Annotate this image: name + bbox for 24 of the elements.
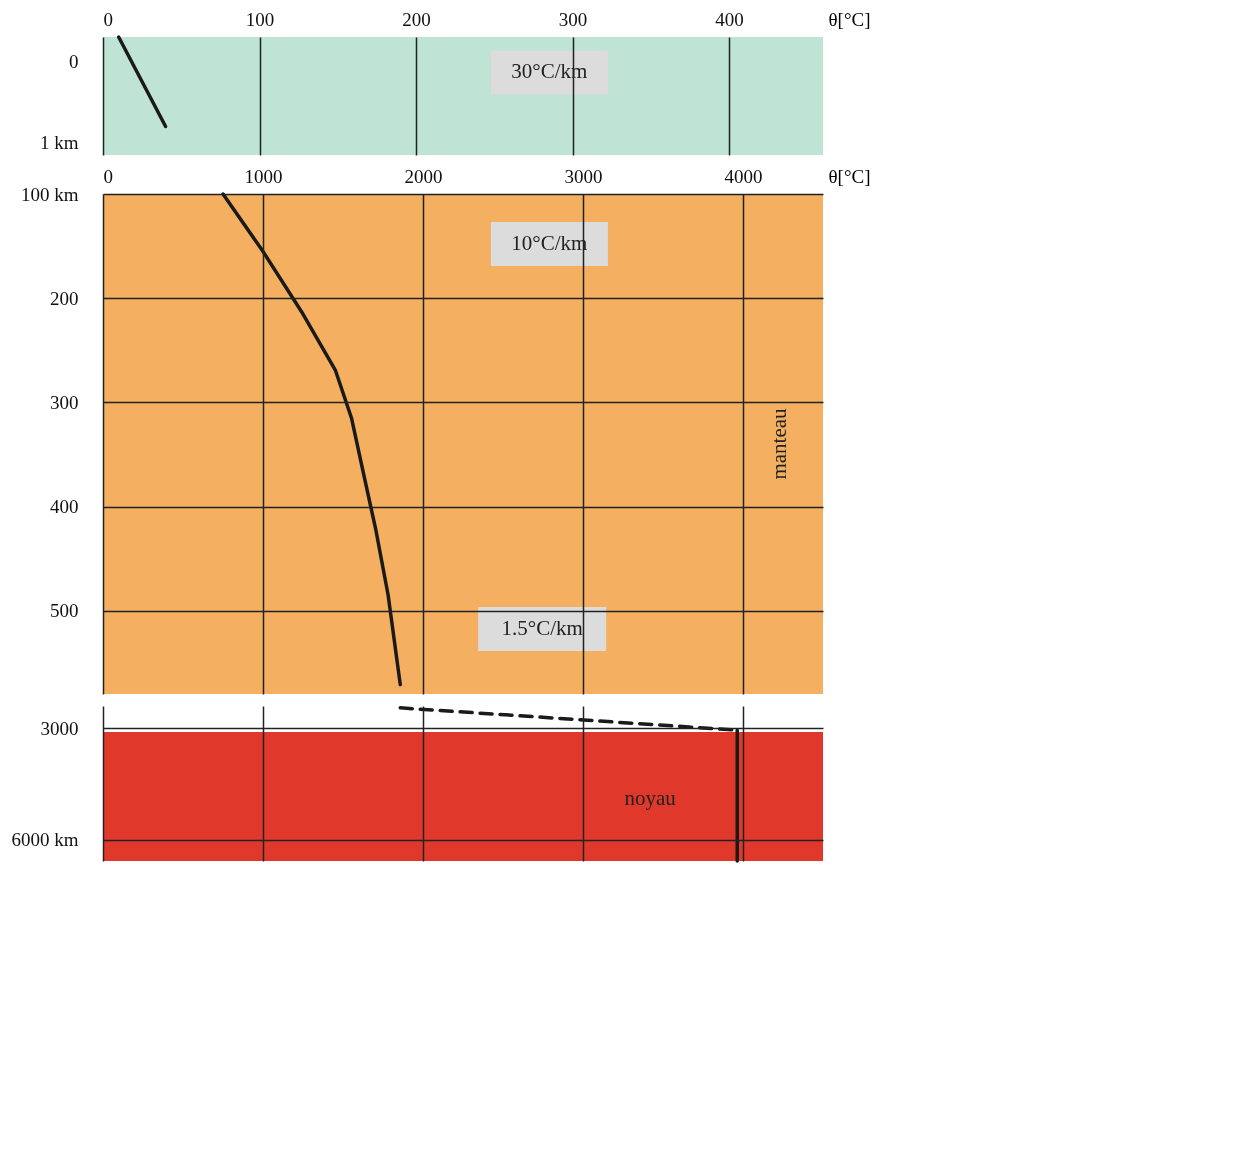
y-tick-label: 300 (50, 391, 79, 413)
y-tick-label: 500 (50, 600, 79, 622)
y-tick-label: 1 km (39, 132, 79, 154)
y-tick-label: 100 km (20, 183, 79, 205)
x-tick-label: 0 (103, 8, 113, 30)
x-tick-label: 100 (245, 8, 275, 30)
y-tick-label: 3000 (40, 717, 79, 739)
x-axis-title: θ[°C] (828, 165, 871, 187)
x-tick-label: 400 (715, 8, 744, 30)
annotation: 1.5°C/km (501, 616, 583, 640)
x-axis-title: θ[°C] (828, 8, 871, 30)
x-tick-label: 300 (558, 8, 588, 30)
y-tick-label: 6000 km (11, 829, 79, 851)
x-tick-label: 4000 (724, 165, 763, 187)
annotation: manteau (766, 407, 791, 480)
x-tick-label: 3000 (564, 165, 603, 187)
x-tick-label: 1000 (244, 165, 283, 187)
x-tick-label: 0 (103, 165, 113, 187)
y-tick-label: 200 (50, 287, 79, 309)
y-tick-label: 0 (69, 50, 79, 72)
y-tick-label: 400 (50, 496, 79, 517)
annotation: noyau (624, 786, 677, 810)
x-tick-label: 2000 (404, 165, 443, 187)
x-tick-label: 200 (402, 8, 431, 30)
